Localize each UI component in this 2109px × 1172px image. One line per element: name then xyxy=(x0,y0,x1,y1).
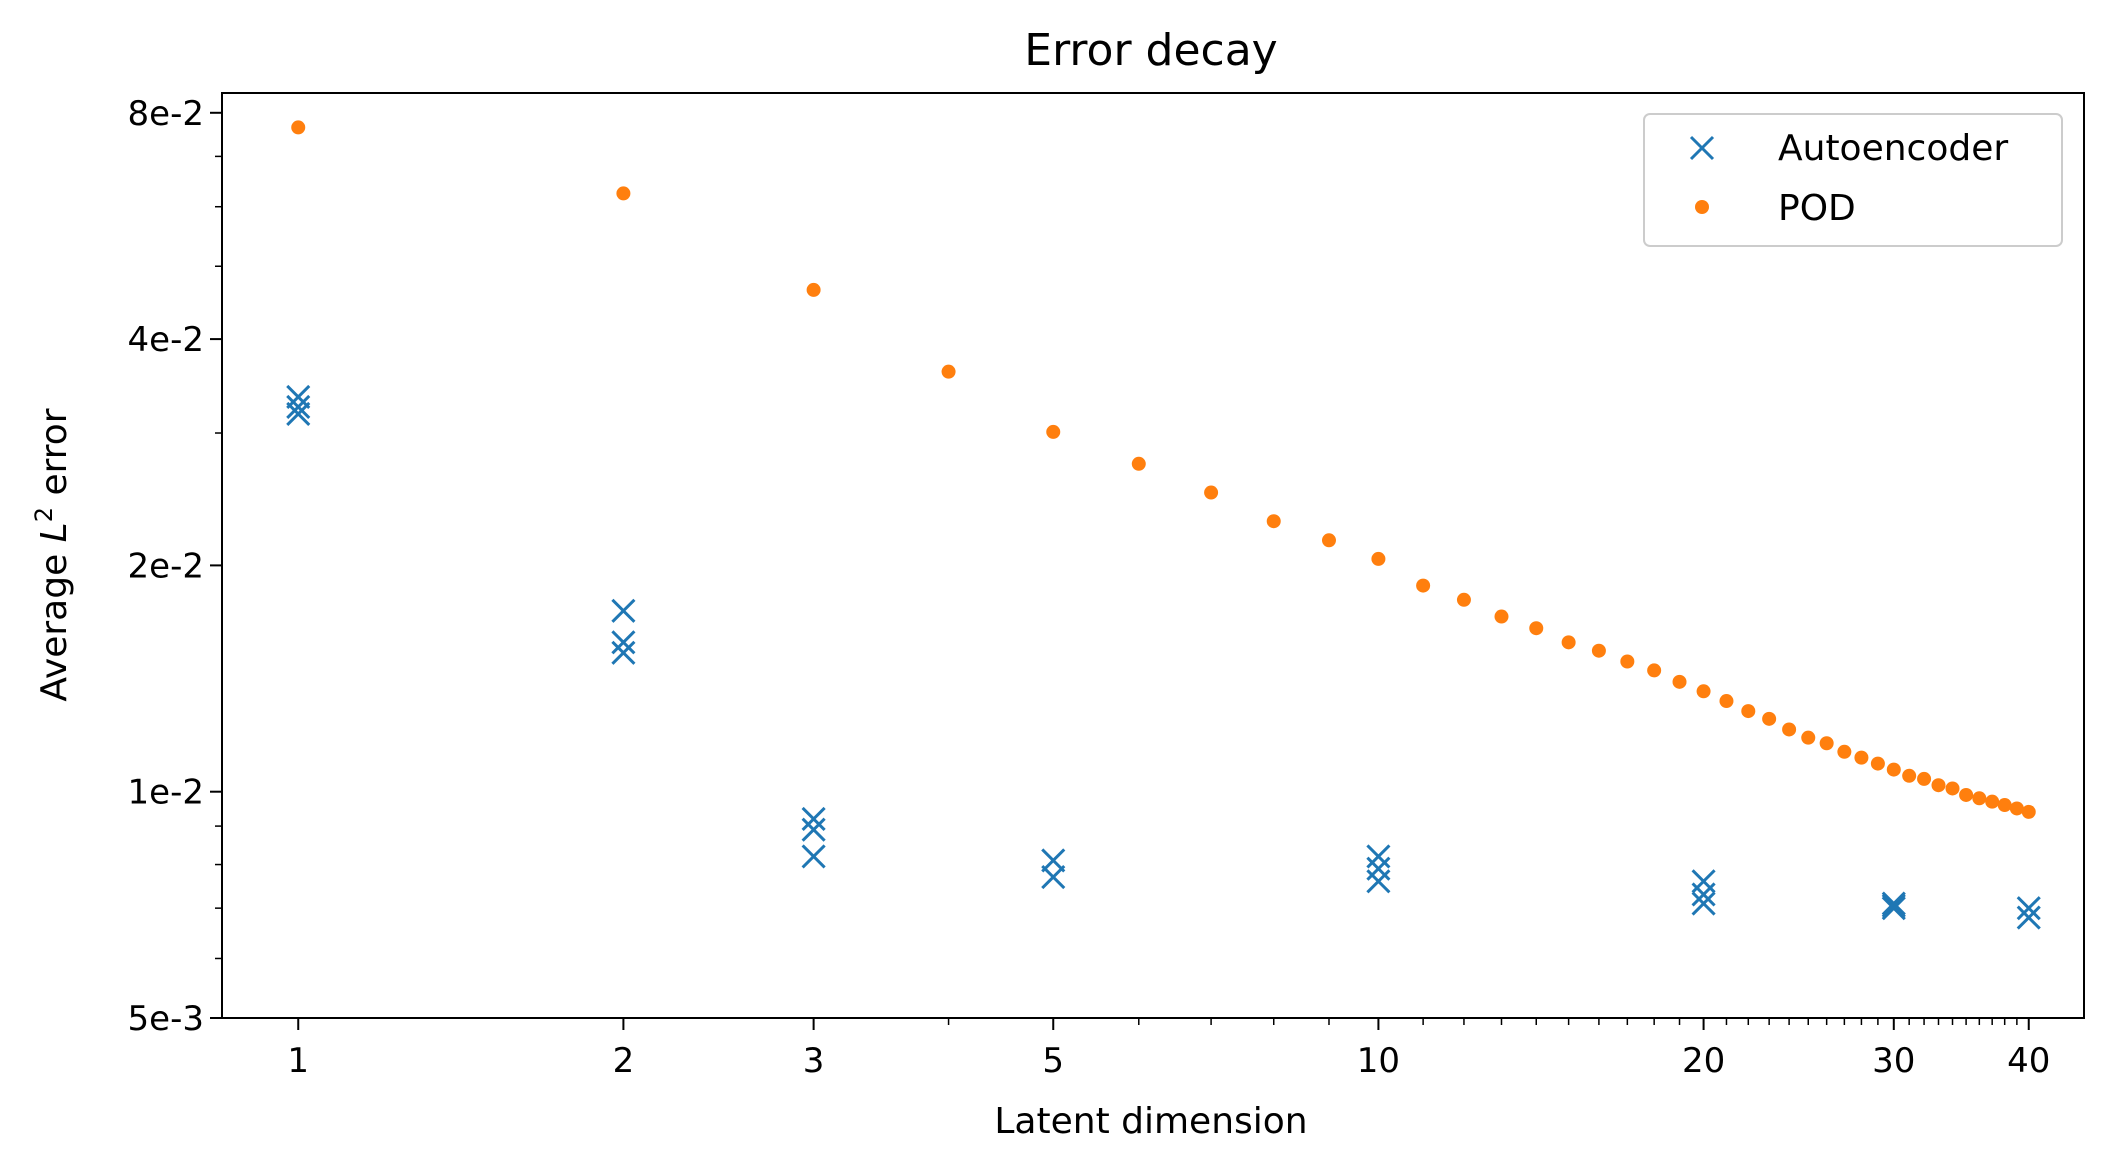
y-axis-label: Average L2 error xyxy=(30,408,75,701)
pod-point xyxy=(616,186,631,201)
legend-frame xyxy=(1643,113,2063,247)
pod-point xyxy=(1959,787,1974,802)
autoencoder-point xyxy=(1881,891,1906,916)
autoencoder-point xyxy=(801,844,826,869)
legend-marker-autoencoder xyxy=(1689,135,1715,161)
autoencoder-point xyxy=(1881,893,1906,918)
pod-point xyxy=(1321,533,1336,548)
x-tick-label: 3 xyxy=(803,1041,825,1081)
y-tick-label: 1e-2 xyxy=(128,773,204,813)
series-layer xyxy=(286,120,2041,930)
x-axis-label: Latent dimension xyxy=(994,1101,1307,1142)
legend: Autoencoder POD xyxy=(1643,113,2063,247)
autoencoder-point xyxy=(801,806,826,831)
pod-point xyxy=(1917,771,1932,786)
pod-point xyxy=(1672,674,1687,689)
y-tick-label: 5e-3 xyxy=(128,999,204,1039)
pod-point xyxy=(2009,801,2024,816)
autoencoder-point xyxy=(2016,905,2041,930)
x-axis: 1 2 3 5 10 20 30 40 xyxy=(287,1018,2050,1081)
y-axis: 5e-3 1e-2 2e-2 4e-2 8e-2 xyxy=(128,94,222,1039)
autoencoder-point xyxy=(2016,896,2041,921)
autoencoder-point xyxy=(286,384,311,410)
legend-label-autoencoder: Autoencoder xyxy=(1778,128,2008,169)
legend-marker-pod xyxy=(1695,200,1709,214)
y-tick-label: 4e-2 xyxy=(128,320,204,360)
pod-point xyxy=(1561,635,1576,650)
pod-point xyxy=(941,364,956,379)
pod-point xyxy=(1591,643,1606,658)
y-axis-label-prefix: Average xyxy=(34,542,75,701)
pod-point xyxy=(1647,663,1662,678)
pod-point xyxy=(1046,424,1061,439)
x-tick-label: 2 xyxy=(613,1041,635,1081)
x-tick-label: 30 xyxy=(1872,1041,1915,1081)
autoencoder-point xyxy=(1366,869,1391,894)
pod-point xyxy=(1782,722,1797,737)
autoencoder-point xyxy=(611,598,636,623)
pod-point xyxy=(1620,654,1635,669)
y-axis-label-symbol: L xyxy=(34,522,75,542)
pod-point xyxy=(1819,736,1834,751)
autoencoder-point xyxy=(286,394,311,419)
pod-point xyxy=(1972,791,1987,806)
legend-label-pod: POD xyxy=(1778,188,1856,229)
pod-point xyxy=(1494,609,1509,624)
y-axis-label-exponent: 2 xyxy=(30,507,58,522)
autoencoder-point xyxy=(611,640,636,665)
autoencoder-point xyxy=(1881,896,1906,921)
pod-point xyxy=(2021,804,2036,819)
pod-point xyxy=(1719,694,1734,709)
pod-point xyxy=(1837,744,1852,759)
pod-point xyxy=(1997,798,2012,813)
pod-point xyxy=(1931,778,1946,793)
x-tick-label: 20 xyxy=(1682,1041,1725,1081)
autoencoder-point xyxy=(1041,864,1066,890)
autoencoder-point xyxy=(801,817,826,842)
plot-area xyxy=(221,92,2085,1019)
autoencoder-point xyxy=(611,630,636,655)
pod-point xyxy=(1131,456,1146,471)
x-tick-label: 5 xyxy=(1042,1041,1064,1081)
x-tick-label: 10 xyxy=(1357,1041,1400,1081)
pod-point xyxy=(1854,750,1869,765)
pod-point xyxy=(1456,592,1471,607)
y-axis-label-suffix: error xyxy=(34,408,75,507)
x-tick-label: 1 xyxy=(287,1041,309,1081)
pod-point xyxy=(1945,781,1960,796)
chart-title: Error decay xyxy=(1024,25,1277,76)
autoencoder-point xyxy=(1691,891,1716,916)
pod-point xyxy=(1741,704,1756,719)
pod-point xyxy=(806,282,821,297)
pod-point xyxy=(1902,768,1917,783)
autoencoder-point xyxy=(286,401,311,427)
pod-point xyxy=(1985,794,2000,809)
autoencoder-point xyxy=(1691,882,1716,907)
y-tick-label: 8e-2 xyxy=(128,94,204,134)
pod-point xyxy=(1886,762,1901,777)
pod-point xyxy=(1696,684,1711,699)
pod-point xyxy=(1529,621,1544,636)
pod-point xyxy=(1204,485,1219,500)
pod-point xyxy=(1762,711,1777,726)
x-tick-label: 40 xyxy=(2007,1041,2050,1081)
pod-point xyxy=(1416,578,1431,593)
pod-point xyxy=(1266,514,1281,529)
pod-point xyxy=(1870,756,1885,771)
pod-point xyxy=(1371,551,1386,566)
y-tick-label: 2e-2 xyxy=(128,546,204,586)
autoencoder-point xyxy=(1366,844,1391,869)
pod-point xyxy=(1801,730,1816,745)
pod-point xyxy=(291,120,306,135)
